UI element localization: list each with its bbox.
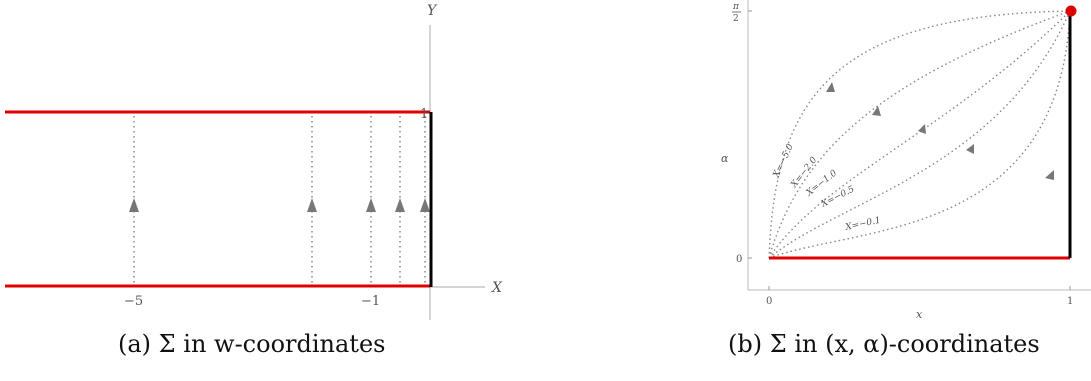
arrow-up-icon [395, 198, 405, 212]
x-tick-label-minus1: −1 [361, 294, 380, 309]
y-axis-label: α [721, 152, 729, 165]
arrow-up-icon [307, 198, 317, 212]
arrow-up-icon [129, 198, 139, 212]
y-tick-label-pi-over-2: π 2 [732, 2, 741, 24]
flow-lines [133, 116, 426, 283]
arrow-icon [826, 82, 835, 92]
marked-point [1065, 5, 1077, 17]
flow-curve-x-minus-2 [768, 10, 1071, 259]
flow-curve-x-minus-0-1 [768, 10, 1071, 259]
y-tick-label-1: 1 [420, 107, 428, 122]
x-tick-label-minus5: −5 [124, 294, 143, 309]
arrow-icon [918, 124, 926, 134]
curve-label: X=−0.5 [819, 184, 857, 210]
x-tick-label-0: 0 [766, 296, 772, 307]
curve-labels: X=−5.0 X=−2.0 X=−1.0 X=−0.5 X=−0.1 [771, 142, 881, 233]
flow-arrows [129, 198, 430, 212]
y-axis-label: Y [427, 3, 438, 19]
flow-curve-x-minus-0-5 [768, 10, 1071, 259]
x-tick-label-1: 1 [1067, 296, 1073, 307]
arrow-icon [872, 106, 881, 116]
arrow-up-icon [420, 198, 430, 212]
panel-a: Y X 1 −5 −1 [5, 3, 503, 320]
pi-numerator: π [732, 2, 740, 12]
x-axis-label: X [491, 280, 503, 296]
panel-b: X=−5.0 X=−2.0 X=−1.0 X=−0.5 X=−0.1 α x 0… [721, 0, 1091, 321]
arrow-icon [966, 144, 974, 154]
caption-panel-b: (b) Σ in (x, α)-coordinates [728, 330, 1040, 358]
flow-curves [768, 10, 1071, 259]
flow-curve-x-minus-1 [768, 10, 1071, 259]
y-tick-label-0: 0 [736, 254, 742, 265]
arrow-up-icon [366, 198, 376, 212]
caption-panel-a: (a) Σ in w-coordinates [118, 330, 386, 358]
flow-arrows [826, 82, 1054, 180]
x-axis-label: x [916, 308, 923, 321]
flow-curve-x-minus-5 [768, 10, 1071, 259]
arrow-icon [1045, 170, 1054, 180]
pi-denominator: 2 [733, 14, 739, 24]
curve-label: X=−5.0 [771, 142, 796, 180]
curve-label: X=−0.1 [844, 216, 882, 233]
